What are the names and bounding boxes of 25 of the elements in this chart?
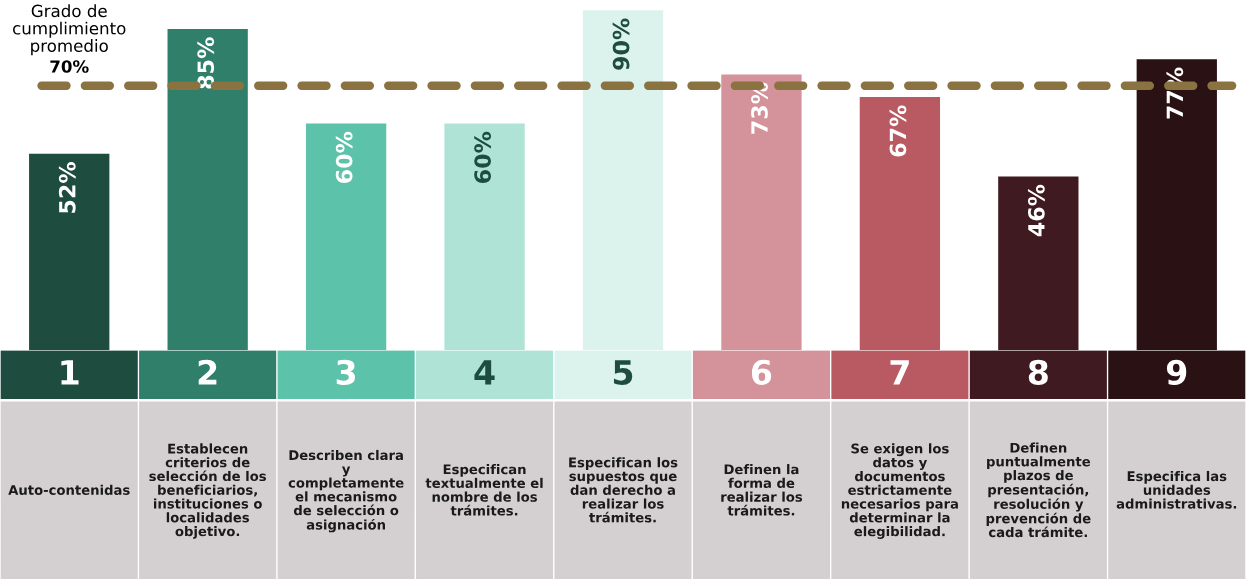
data-label: 46% bbox=[1027, 184, 1045, 237]
text: Se exigen los datos y documentos estrictamente necesarios para determinar la elegibilidad. bbox=[841, 443, 958, 539]
x-tick-label: 6 bbox=[751, 359, 772, 385]
data-label: 60% bbox=[335, 131, 353, 183]
text: Definen puntualmente plazos de presentación, resolución y prevención de cada trámite. bbox=[986, 442, 1091, 538]
text: Definen la forma de realizar los trámites. bbox=[721, 464, 803, 516]
x-tick-label: 5 bbox=[613, 360, 633, 385]
data-label: 60% bbox=[474, 131, 491, 183]
ref-line-label: Grado de cumplimiento promedio 70% bbox=[13, 4, 126, 73]
x-tick-label: 4 bbox=[474, 360, 495, 385]
data-label: 90% bbox=[612, 18, 630, 70]
data-label: 52% bbox=[58, 162, 76, 213]
text: Especifican textualmente el nombre de los trámites. bbox=[425, 464, 543, 516]
x-tick-label: 8 bbox=[1028, 359, 1048, 385]
data-label: 67% bbox=[889, 105, 907, 157]
text: Establecen criterios de selección de los beneficiarios, instituciones o localidades objetivo. bbox=[149, 443, 266, 539]
text: Especifican los supuestos que dan derecho a realizar los trámites. bbox=[569, 457, 678, 523]
x-tick-label: 3 bbox=[336, 359, 356, 385]
x-tick-label: 1 bbox=[61, 360, 79, 385]
text: Especifica las unidades administrativas. bbox=[1116, 470, 1237, 509]
x-tick-label: 9 bbox=[1166, 359, 1187, 385]
x-tick-label: 2 bbox=[198, 359, 217, 385]
text: Auto-contenidas bbox=[8, 484, 130, 495]
x-tick-label: 7 bbox=[890, 360, 909, 385]
text: Describen clara y completamente el mecanismo de selección o asignación bbox=[288, 449, 404, 533]
